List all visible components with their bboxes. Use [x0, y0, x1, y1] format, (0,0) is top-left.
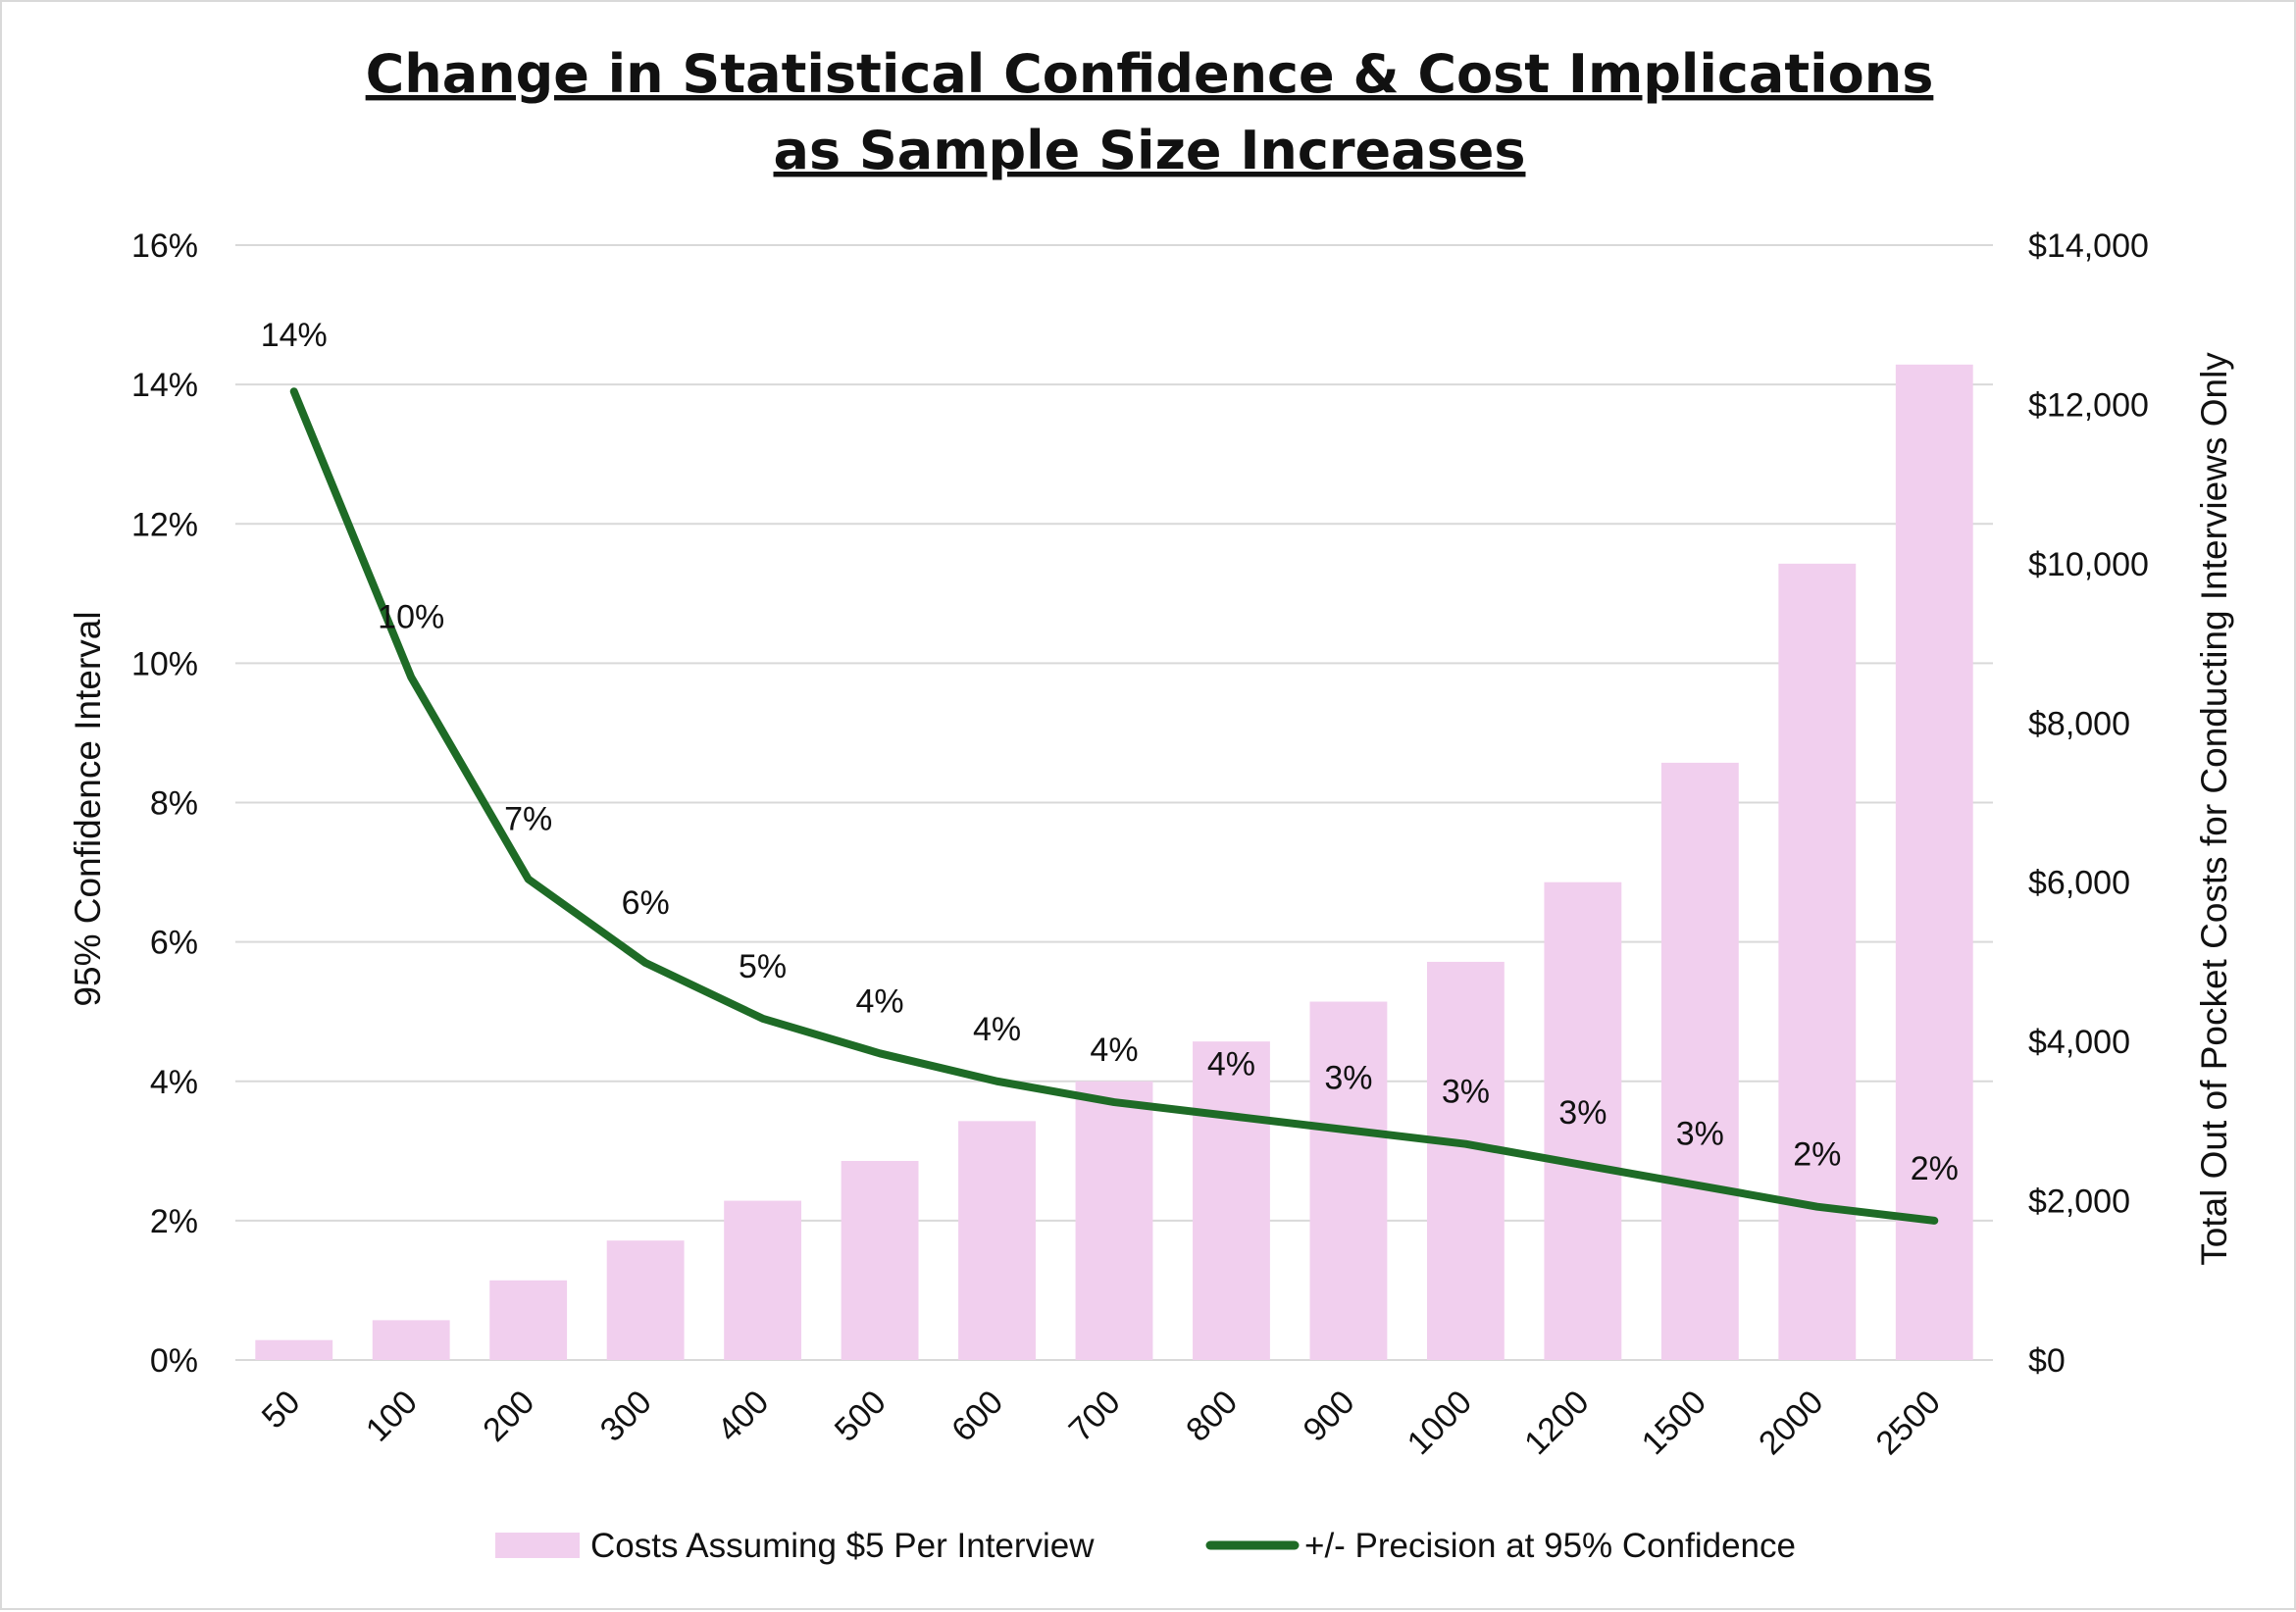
bar [1544, 882, 1622, 1360]
x-tick-label: 600 [944, 1384, 1010, 1449]
line-point [994, 1078, 1000, 1084]
left-tick-label: 4% [150, 1064, 198, 1101]
line-point [759, 1015, 766, 1022]
data-label: 3% [1324, 1059, 1372, 1096]
data-label: 4% [1090, 1032, 1138, 1069]
bar [1895, 364, 1973, 1361]
legend-bar-label: Costs Assuming $5 Per Interview [590, 1527, 1095, 1565]
data-label: 4% [1207, 1045, 1255, 1083]
legend: Costs Assuming $5 Per Interview +/- Prec… [495, 1527, 1796, 1565]
left-tick-label: 0% [150, 1342, 198, 1380]
bar [489, 1280, 568, 1360]
bar [606, 1240, 685, 1360]
right-axis-ticks: $0 $2,000 $4,000 $6,000 $8,000 $10,000 $12,000… [2028, 227, 2149, 1380]
data-label: 3% [1442, 1074, 1490, 1111]
left-tick-label: 16% [131, 227, 198, 265]
bar [841, 1160, 919, 1360]
data-label: 4% [973, 1011, 1021, 1048]
left-tick-label: 8% [150, 785, 198, 823]
right-tick-label: $14,000 [2028, 227, 2149, 265]
chart-title-line2: as Sample Size Increases [774, 120, 1526, 181]
bar [1075, 1081, 1153, 1360]
x-tick-label: 300 [593, 1384, 659, 1449]
chart-title-line1: Change in Statistical Confidence & Cost … [366, 43, 1934, 105]
line-point [408, 674, 415, 680]
line-series [289, 387, 1939, 1225]
bar [255, 1339, 333, 1360]
bar [1193, 1041, 1270, 1360]
bar-series [255, 364, 1973, 1361]
bar [1660, 762, 1739, 1360]
left-tick-label: 6% [150, 925, 198, 962]
x-tick-label: 700 [1062, 1384, 1128, 1449]
data-label: 7% [504, 801, 552, 838]
left-tick-label: 12% [131, 506, 198, 543]
line-point [1697, 1183, 1704, 1189]
data-label: 3% [1676, 1115, 1724, 1152]
line-point [877, 1050, 884, 1057]
right-tick-label: $2,000 [2028, 1184, 2130, 1221]
x-tick-label: 2500 [1869, 1384, 1948, 1462]
data-label: 14% [261, 317, 328, 354]
bar [1426, 961, 1505, 1360]
bar [1309, 1001, 1388, 1360]
x-tick-label: 500 [828, 1384, 893, 1449]
x-tick-label: 100 [359, 1384, 425, 1449]
line-point [1345, 1127, 1352, 1133]
bar [1778, 563, 1857, 1360]
data-label: 2% [1793, 1136, 1841, 1174]
line-point [1462, 1140, 1469, 1147]
line-point [642, 959, 649, 966]
x-tick-label: 1200 [1517, 1384, 1596, 1462]
line-point [1579, 1162, 1586, 1169]
x-tick-label: 800 [1179, 1384, 1245, 1449]
data-label: 4% [855, 982, 903, 1020]
left-tick-label: 14% [131, 367, 198, 404]
bar [724, 1200, 802, 1360]
data-label: 5% [739, 948, 787, 985]
x-tick-label: 900 [1297, 1384, 1362, 1449]
data-label: 10% [378, 599, 444, 636]
line-point [1931, 1217, 1938, 1224]
line-point [525, 876, 532, 882]
x-tick-label: 1500 [1635, 1384, 1713, 1462]
x-tick-label: 400 [710, 1384, 776, 1449]
x-axis-ticks: 50 100 200 300 400 500 600 700 800 900 1000 1200 150… [255, 1384, 1948, 1462]
x-tick-label: 2000 [1752, 1384, 1830, 1462]
bar [958, 1121, 1036, 1360]
right-tick-label: $6,000 [2028, 865, 2130, 902]
left-axis-ticks: 0% 2% 4% 6% 8% 10% 12% 14% 16% [131, 227, 198, 1380]
legend-bar-swatch [495, 1533, 580, 1558]
right-tick-label: $4,000 [2028, 1024, 2130, 1061]
right-tick-label: $0 [2028, 1342, 2066, 1380]
left-tick-label: 2% [150, 1203, 198, 1240]
gridlines [235, 244, 1993, 1361]
data-label: 3% [1558, 1094, 1607, 1132]
line-point [1228, 1113, 1235, 1120]
right-tick-label: $10,000 [2028, 546, 2149, 583]
bar [372, 1320, 450, 1360]
right-tick-label: $12,000 [2028, 386, 2149, 424]
x-tick-label: 50 [255, 1384, 308, 1436]
x-tick-label: 1000 [1401, 1384, 1479, 1462]
data-label: 2% [1911, 1150, 1959, 1187]
legend-line-label: +/- Precision at 95% Confidence [1304, 1527, 1796, 1565]
right-axis-title: Total Out of Pocket Costs for Conducting… [2194, 352, 2234, 1266]
line-point [290, 388, 297, 395]
left-axis-title: 95% Confidence Interval [68, 611, 108, 1006]
line-point [1111, 1099, 1117, 1106]
left-tick-label: 10% [131, 645, 198, 682]
line-point [1813, 1203, 1820, 1210]
data-labels: 14% 10% 7% 6% 5% 4% 4% 4% 4% 3% 3% 3% 3% 2% 2% [261, 317, 1959, 1187]
data-label: 6% [622, 884, 670, 922]
x-tick-label: 200 [476, 1384, 541, 1449]
right-tick-label: $8,000 [2028, 705, 2130, 742]
